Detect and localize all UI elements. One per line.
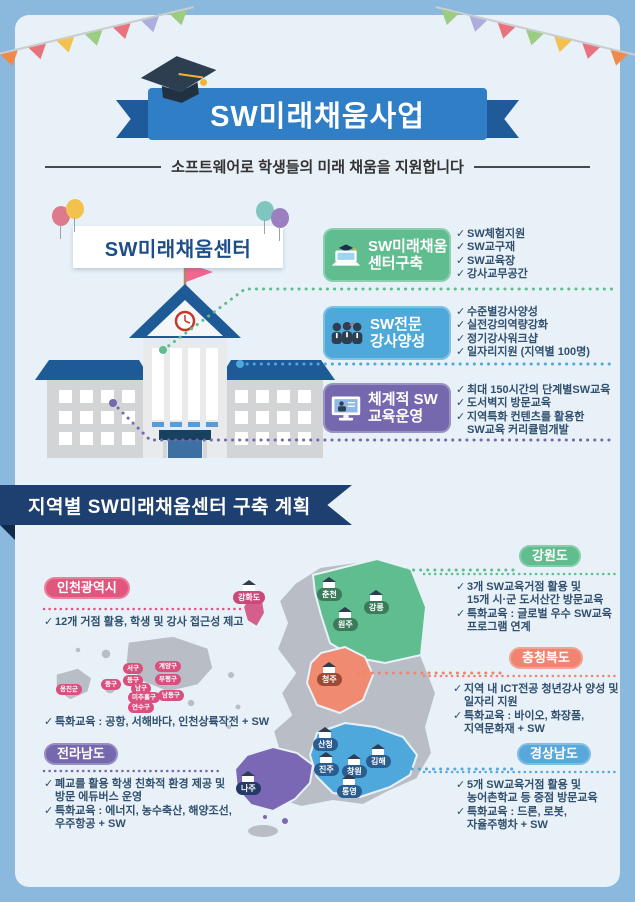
monitor-icon — [331, 396, 361, 421]
title-ribbon: SW미래채움사업 — [148, 88, 487, 140]
laptop-icon — [331, 244, 361, 266]
balloon-pink — [52, 206, 70, 239]
bunting-flag — [84, 30, 106, 48]
region-label-chungbuk: 충청북도 — [509, 647, 583, 669]
check-item: ✓ 도서벽지 방문교육 — [456, 397, 552, 410]
check-item: ✓ 일자리지원 (지역별 100명) — [456, 346, 590, 359]
school-building-illustration — [35, 263, 335, 458]
bunting-flag — [56, 36, 78, 55]
people-icon — [331, 321, 363, 345]
balloon-purple — [271, 208, 289, 241]
region-items-gyeongnam: ✓ 5개 SW교육거점 활용 및 농어촌학교 등 중점 방문교육 ✓ 특화교육 : 드… — [456, 779, 631, 833]
bunting-flag — [466, 16, 488, 34]
bunting-flag — [438, 9, 459, 28]
check-item: ✓ 특화교육 : 에너지, 농수축산, 해양조선, 우주항공 + SW — [44, 804, 232, 831]
bunting-flag — [113, 23, 134, 42]
region-label-incheon: 인천광역시 — [44, 577, 130, 599]
region-items-chungbuk: ✓ 지역 내 ICT전공 청년강사 양성 및 일자리 지원 ✓ 특화교육 : 바이오,… — [453, 683, 631, 737]
bunting-flag — [169, 9, 191, 28]
check-item: ✓ 지역특화 컨텐츠를 활용한 SW교육 커리큘럼개발 — [456, 410, 585, 437]
check-item: ✓ 지역 내 ICT전공 청년강사 양성 및 일자리 지원 — [453, 683, 619, 709]
check-item: ✓ SW교구재 — [456, 241, 516, 254]
region-items-incheon: ✓ 12개 거점 활용, 학생 및 강사 접근성 제고 — [44, 616, 294, 629]
bunting-flag — [494, 22, 516, 41]
check-item: ✓ 수준별강사양성 — [456, 306, 538, 318]
incheon-minimap — [55, 635, 214, 708]
program-title: SW미래채움 센터구축 — [368, 238, 448, 272]
check-item: ✓ 3개 SW교육거점 활용 및 15개 시·군 도서산간 방문교육 — [456, 581, 604, 607]
balloon-teal — [256, 201, 274, 234]
subtitle-row: 소프트웨어로 학생들의 미래 채움을 지원합니다 — [45, 156, 591, 177]
program-title: 체계적 SW 교육운영 — [368, 391, 438, 425]
bunting-flag — [607, 49, 629, 68]
center-banner-label: SW미래채움센터 — [104, 238, 252, 261]
bunting-flag — [522, 29, 544, 48]
graduation-cap-icon — [140, 56, 217, 103]
check-item: ✓ 실전강의역량강화 — [456, 319, 548, 332]
region-extra-incheon: ✓ 특화교육 : 공항, 서해바다, 인천상륙작전 + SW — [44, 716, 304, 729]
page-subtitle: 소프트웨어로 학생들의 미래 채움을 지원합니다 — [171, 159, 464, 176]
check-item: ✓ 강사교무공간 — [456, 268, 528, 281]
section-ribbon: 지역별 SW미래채움센터 구축 계획 — [0, 485, 352, 525]
program-checklist-1: ✓ SW체험지원 ✓ SW교구재 ✓ SW교육장 ✓ 강사교무공간 — [456, 228, 626, 282]
program-checklist-3: ✓ 최대 150시간의 단계별SW교육 ✓ 도서벽지 방문교육 ✓ 지역특화 컨텐츠를 활… — [456, 384, 626, 438]
page-title: SW미래채움사업 — [210, 101, 425, 133]
subtitle-line-right — [473, 165, 591, 168]
check-item: ✓ 특화교육 : 글로벌 우수 SW교육 프로그램 연계 — [456, 607, 612, 634]
program-box-education: 체계적 SW 교육운영 — [323, 383, 451, 433]
check-item: ✓ 정기강사워크샵 — [456, 332, 538, 345]
region-items-gangwon: ✓ 3개 SW교육거점 활용 및 15개 시·군 도서산간 방문교육 ✓ 특화교육 :… — [456, 581, 631, 635]
check-item: ✓ SW교육장 — [456, 254, 516, 267]
program-checklist-2: ✓ 수준별강사양성 ✓ 실전강의역량강화 ✓ 정기강사워크샵 ✓ 일자리지원 (지역별 100… — [456, 306, 626, 360]
bunting-flag — [579, 43, 600, 62]
program-box-center: SW미래채움 센터구축 — [323, 228, 451, 282]
region-label-jeonnam: 전라남도 — [44, 743, 118, 765]
section-ribbon-fold — [0, 525, 15, 540]
check-item: ✓ 5개 SW교육거점 활용 및 농어촌학교 등 중점 방문교육 — [456, 779, 598, 805]
bunting-flag — [550, 36, 572, 55]
program-title: SW전문 강사양성 — [370, 316, 426, 350]
check-item: ✓ 최대 150시간의 단계별SW교육 — [456, 384, 611, 396]
check-item: ✓ 폐교를 활용 학생 친화적 환경 제공 및 방문 에듀버스 운영 — [44, 778, 226, 804]
section-title: 지역별 SW미래채움센터 구축 계획 — [28, 496, 311, 518]
check-item: ✓ 특화교육 : 공항, 서해바다, 인천상륙작전 + SW — [44, 716, 270, 728]
check-item: ✓ 12개 거점 활용, 학생 및 강사 접근성 제고 — [44, 616, 244, 628]
subtitle-line-left — [45, 165, 162, 168]
region-items-jeonnam: ✓ 폐교를 활용 학생 친화적 환경 제공 및 방문 에듀버스 운영 ✓ 특화교육 :… — [44, 778, 284, 832]
program-box-instructors: SW전문 강사양성 — [323, 306, 451, 360]
balloon-yellow — [66, 199, 84, 232]
region-label-gyeongnam: 경상남도 — [517, 743, 591, 765]
check-item: ✓ 특화교육 : 드론, 로봇, 자율주행차 + SW — [456, 805, 567, 832]
center-banner: SW미래채움센터 — [73, 226, 283, 268]
check-item: ✓ SW체험지원 — [456, 228, 526, 240]
bunting-flag — [141, 16, 163, 35]
bunting-flag — [0, 50, 22, 69]
bunting-flag — [28, 43, 50, 62]
region-label-gangwon: 강원도 — [519, 545, 581, 567]
check-item: ✓ 특화교육 : 바이오, 화장품, 지역문화재 + SW — [453, 709, 585, 736]
